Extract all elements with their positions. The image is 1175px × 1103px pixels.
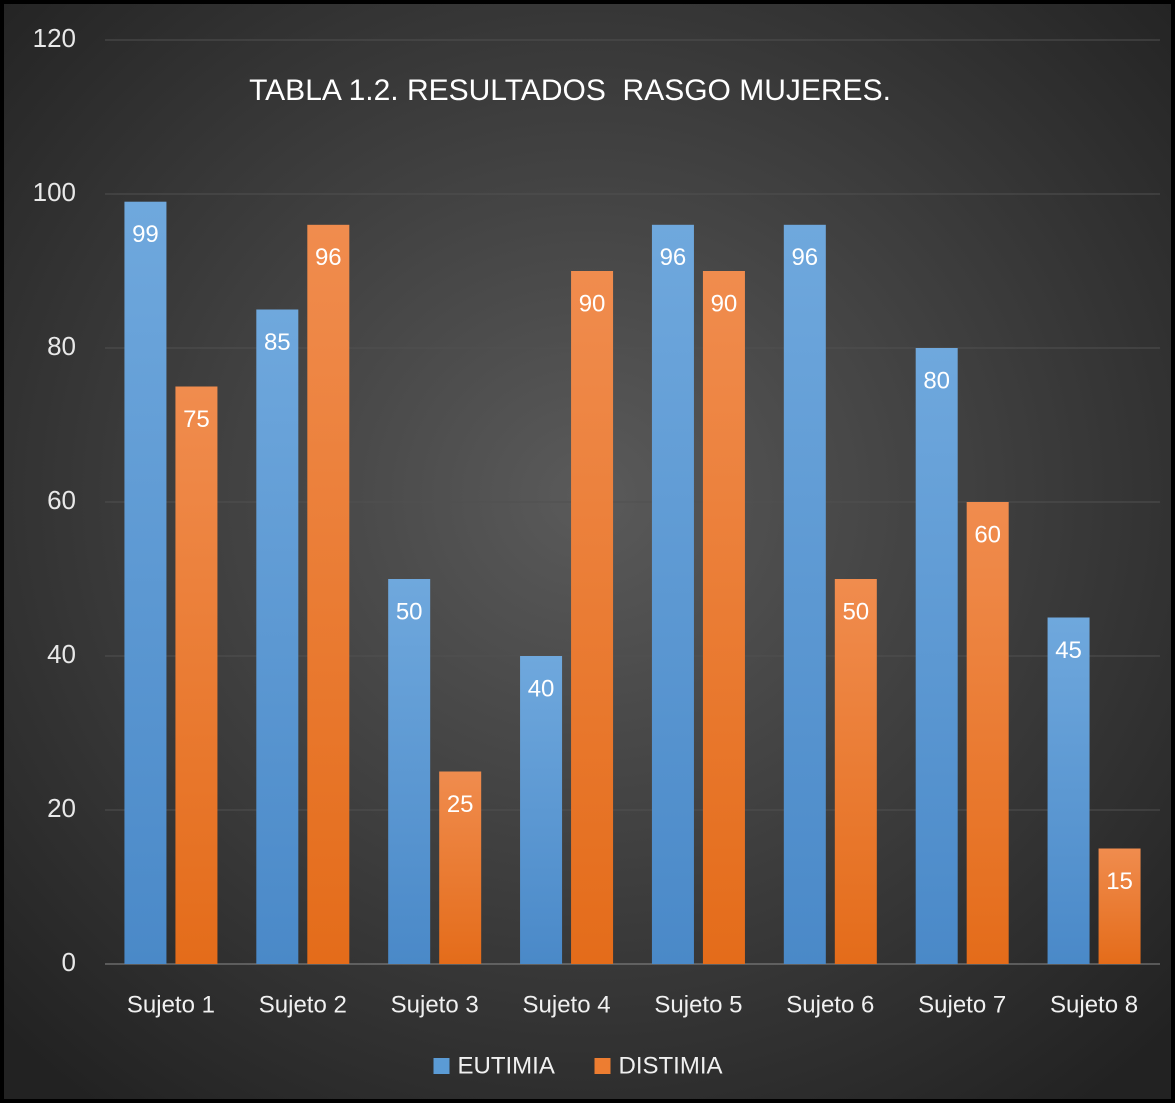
data-label: 75: [183, 406, 210, 433]
x-tick-label: Sujeto 2: [259, 991, 347, 1018]
bar: [1098, 848, 1141, 964]
y-tick-label: 100: [33, 177, 76, 207]
bar: [124, 201, 167, 964]
legend-label: EUTIMIA: [458, 1052, 555, 1079]
bar: [439, 771, 482, 964]
data-label: 96: [315, 244, 342, 271]
y-tick-label: 40: [47, 639, 76, 669]
bar: [915, 348, 958, 964]
bar: [702, 271, 745, 964]
x-tick-label: Sujeto 4: [523, 991, 611, 1018]
legend-label: DISTIMIA: [619, 1052, 723, 1079]
data-label: 90: [711, 290, 738, 317]
x-tick-label: Sujeto 5: [654, 991, 742, 1018]
bar: [651, 224, 694, 965]
x-tick-label: Sujeto 7: [918, 991, 1006, 1018]
y-tick-label: 120: [33, 23, 76, 53]
x-tick-label: Sujeto 1: [127, 991, 215, 1018]
x-tick-label: Sujeto 3: [391, 991, 479, 1018]
x-tick-label: Sujeto 8: [1050, 991, 1138, 1018]
data-label: 99: [132, 221, 159, 248]
data-label: 50: [396, 598, 423, 625]
bar: [256, 309, 299, 964]
y-tick-label: 0: [62, 947, 76, 977]
data-label: 40: [528, 675, 555, 702]
bar: [388, 579, 431, 964]
x-tick-label: Sujeto 6: [786, 991, 874, 1018]
bar: [783, 224, 826, 965]
data-label: 96: [660, 244, 687, 271]
bar: [966, 502, 1009, 964]
data-label: 25: [447, 791, 474, 818]
bar: [175, 386, 218, 964]
data-label: 96: [791, 244, 818, 271]
data-label: 45: [1055, 637, 1082, 664]
data-label: 15: [1106, 868, 1133, 895]
bar: [520, 656, 563, 964]
bar: [571, 271, 614, 964]
legend-swatch: [433, 1058, 450, 1074]
bar: [1047, 617, 1090, 964]
data-label: 50: [842, 598, 869, 625]
y-tick-label: 80: [47, 331, 76, 361]
bar: [307, 224, 350, 965]
data-label: 80: [923, 367, 950, 394]
y-tick-label: 20: [47, 793, 76, 823]
chart-title: TABLA 1.2. RESULTADOS RASGO MUJERES.: [249, 74, 891, 107]
data-label: 60: [974, 521, 1001, 548]
y-tick-label: 60: [47, 485, 76, 515]
legend-swatch: [594, 1058, 611, 1074]
bar: [834, 579, 877, 964]
data-label: 90: [579, 290, 606, 317]
data-label: 85: [264, 329, 291, 356]
